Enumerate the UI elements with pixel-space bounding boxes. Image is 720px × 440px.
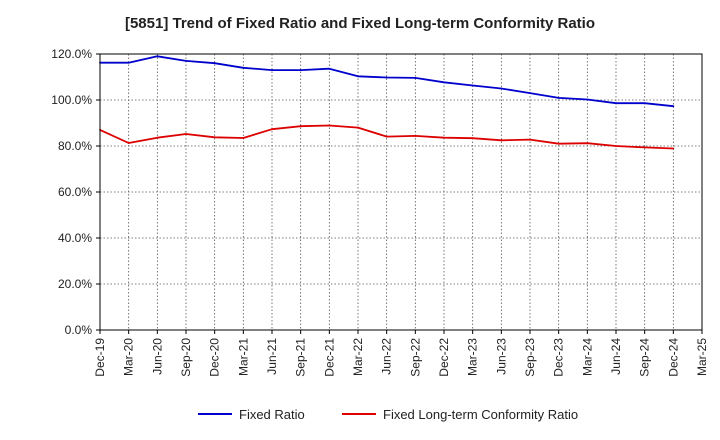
data-point <box>672 147 675 150</box>
data-point <box>586 142 589 145</box>
data-point <box>500 139 503 142</box>
data-point <box>529 138 531 141</box>
x-tick-label: Mar-21 <box>236 338 250 376</box>
data-point <box>414 77 417 79</box>
y-tick-label: 20.0% <box>58 277 92 291</box>
x-tick-label: Jun-21 <box>265 338 279 375</box>
data-point <box>299 125 302 128</box>
y-axis-ticks: 0.0% 20.0% 40.0% 60.0% 80.0% 100.0% 120.0% <box>51 47 100 337</box>
data-point <box>643 102 646 105</box>
x-tick-label: Jun-22 <box>380 338 394 375</box>
data-point <box>328 124 331 127</box>
x-tick-label: Mar-23 <box>466 338 480 376</box>
data-point <box>271 128 273 131</box>
x-tick-label: Sep-24 <box>638 338 652 377</box>
data-point <box>185 60 187 62</box>
y-tick-label: 0.0% <box>65 323 93 337</box>
data-point <box>557 97 560 99</box>
data-point <box>299 69 302 71</box>
legend: Fixed Ratio Fixed Long-term Conformity Ra… <box>198 407 578 422</box>
legend-label: Fixed Long-term Conformity Ratio <box>383 407 578 422</box>
data-point <box>385 76 388 79</box>
y-tick-label: 100.0% <box>51 93 92 107</box>
data-point <box>213 136 216 139</box>
x-tick-label: Dec-23 <box>552 338 566 377</box>
y-tick-label: 80.0% <box>58 139 92 153</box>
x-tick-label: Dec-19 <box>93 338 107 377</box>
y-tick-label: 60.0% <box>58 185 92 199</box>
x-tick-label: Dec-20 <box>208 338 222 377</box>
legend-label: Fixed Ratio <box>239 407 305 422</box>
grid-layer <box>99 53 703 331</box>
data-point <box>500 87 503 90</box>
data-point <box>471 84 474 87</box>
x-tick-label: Jun-23 <box>494 338 508 375</box>
x-tick-label: Sep-22 <box>408 338 422 377</box>
data-point <box>127 61 130 64</box>
data-point <box>471 137 474 140</box>
x-tick-label: Dec-22 <box>437 338 451 377</box>
data-point <box>615 102 617 105</box>
y-tick-label: 40.0% <box>58 231 92 245</box>
data-point <box>643 146 646 149</box>
data-point <box>443 81 445 84</box>
data-point <box>156 136 159 139</box>
data-point <box>213 62 216 65</box>
x-tick-label: Jun-20 <box>150 338 164 375</box>
data-point <box>586 98 589 101</box>
x-tick-label: Mar-22 <box>351 338 365 376</box>
x-tick-label: Dec-21 <box>322 338 336 377</box>
x-tick-label: Sep-20 <box>179 338 193 377</box>
data-point <box>443 136 445 139</box>
data-point <box>557 142 560 145</box>
data-point <box>185 133 187 135</box>
x-tick-label: Dec-24 <box>666 338 680 377</box>
data-point <box>242 137 245 139</box>
chart-title: [5851] Trend of Fixed Ratio and Fixed Lo… <box>124 15 596 32</box>
x-tick-label: Mar-24 <box>580 338 594 376</box>
y-tick-label: 120.0% <box>51 47 92 61</box>
data-point <box>414 134 417 137</box>
data-point <box>242 66 245 69</box>
data-point <box>271 69 273 71</box>
data-point <box>328 67 331 70</box>
data-point <box>156 55 159 58</box>
data-point <box>357 75 359 78</box>
data-point <box>385 135 388 138</box>
x-tick-label: Jun-24 <box>609 338 623 375</box>
x-tick-label: Mar-25 <box>695 338 709 376</box>
data-point <box>127 142 130 144</box>
data-point <box>615 145 617 147</box>
data-point <box>529 92 531 94</box>
x-tick-label: Mar-20 <box>122 338 136 376</box>
x-axis-ticks: Dec-19 Mar-20 Jun-20 Sep-20 Dec-20 Mar-21 Jun-… <box>93 330 709 377</box>
x-tick-label: Sep-21 <box>294 338 308 377</box>
data-point <box>357 126 359 129</box>
x-tick-label: Sep-23 <box>523 338 537 377</box>
data-point <box>672 105 675 108</box>
